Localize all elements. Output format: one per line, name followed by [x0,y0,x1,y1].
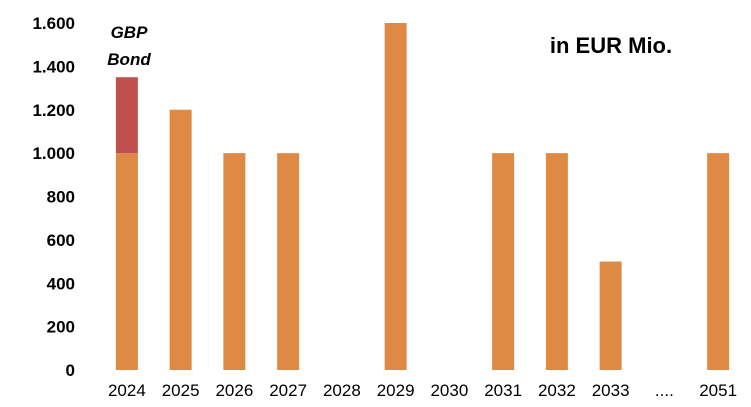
annotation-gbp-line1: GBP [111,23,149,42]
y-tick-label: 200 [47,318,75,337]
bar-2025-series-0 [169,109,192,370]
y-axis-ticks: 0 200 400 600 800 1.000 1.200 1.400 1.600 [32,14,75,380]
bar-2024-series-0 [115,153,138,371]
x-tick-label: 2025 [162,381,200,400]
y-tick-label: 1.400 [32,57,75,76]
x-tick-label: 2029 [377,381,415,400]
bar-2029-series-0 [384,23,407,370]
bars [115,23,730,371]
bar-2031-series-0 [492,153,515,371]
y-tick-label: 400 [47,274,75,293]
x-tick-label: 2027 [269,381,307,400]
y-tick-label: 1.600 [32,14,75,33]
bar-2032-series-0 [545,153,568,371]
bar-2024-series-1 [115,77,138,154]
bar-2033-series-0 [599,261,622,370]
x-tick-label: 2028 [323,381,361,400]
x-tick-label: 2032 [538,381,576,400]
bar-2027-series-0 [277,153,300,371]
bar-2051-series-0 [707,153,730,371]
y-tick-label: 1.200 [32,101,75,120]
unit-label: in EUR Mio. [550,33,672,58]
annotation-gbp-line2: Bond [107,50,151,69]
bar-2026-series-0 [223,153,246,371]
x-tick-label: 2033 [592,381,630,400]
x-tick-label: .... [655,381,674,400]
x-tick-label: 2030 [430,381,468,400]
x-axis-ticks: 2024 2025 2026 2027 2028 2029 2030 2031 2032 2033… [108,381,737,400]
x-tick-label: 2024 [108,381,146,400]
y-tick-label: 1.000 [32,144,75,163]
y-tick-label: 0 [66,361,75,380]
x-tick-label: 2031 [484,381,522,400]
x-tick-label: 2026 [215,381,253,400]
y-tick-label: 800 [47,188,75,207]
x-tick-label: 2051 [699,381,737,400]
y-tick-label: 600 [47,231,75,250]
